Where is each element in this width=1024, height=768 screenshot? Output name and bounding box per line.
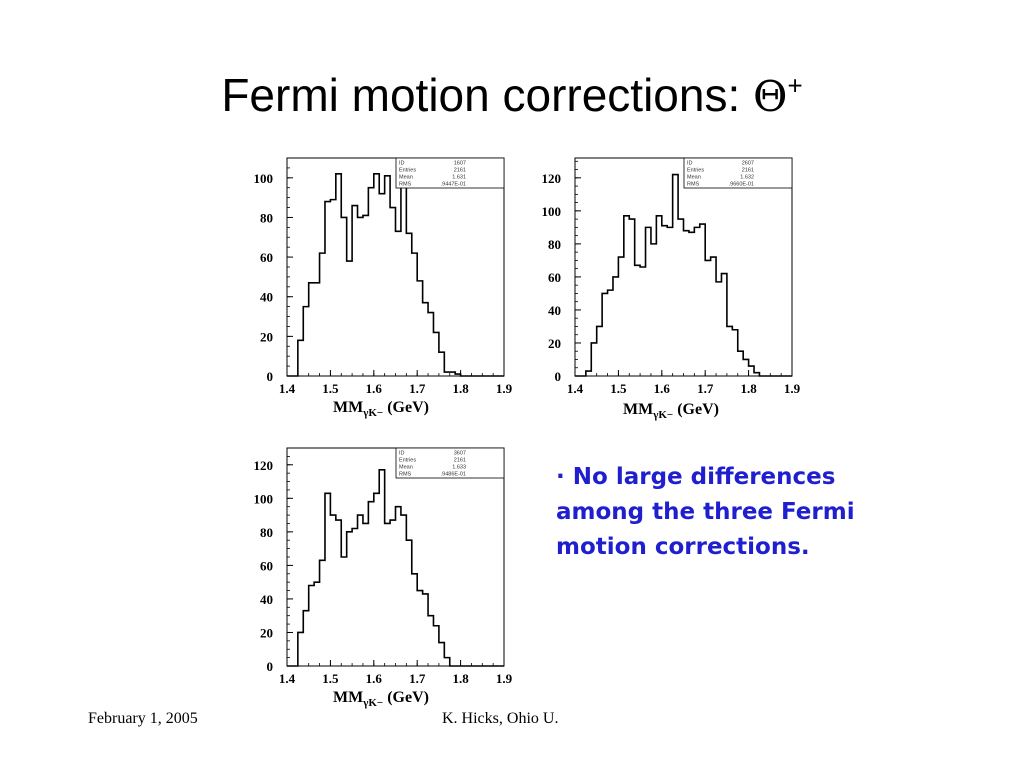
y-tick-label: 20 [260, 329, 273, 344]
stats-label: ID [687, 161, 693, 167]
x-tick-label: 1.9 [496, 671, 513, 686]
y-tick-label: 80 [548, 237, 561, 252]
x-tick-label: 1.8 [740, 381, 757, 396]
footer-author: K. Hicks, Ohio U. [442, 710, 559, 727]
x-tick-label: 1.7 [697, 381, 714, 396]
x-tick-label: 1.9 [784, 381, 801, 396]
y-tick-label: 40 [260, 290, 273, 305]
histogram-top-left: 1.4 1.5 1.6 1.7 1.8 1.9 0 20 40 60 80 100 ID 1607 Entr… [254, 157, 513, 396]
histogram-bottom-left: 1.4 1.5 1.6 1.7 1.8 1.9 0 20 40 60 80 100 120 ID 3607 E… [254, 447, 513, 686]
bullet-point: · No large differences among the three F… [556, 460, 896, 565]
y-tick-label: 120 [542, 171, 562, 186]
stats-value: 1607 [454, 161, 466, 167]
x-tick-label: 1.4 [279, 381, 296, 396]
x-tick-label: 1.7 [409, 671, 426, 686]
y-tick-label: 20 [548, 336, 561, 351]
stats-box [683, 157, 793, 189]
x-tick-label: 1.9 [496, 381, 513, 396]
histogram-line [287, 173, 504, 377]
stats-value: 2161 [454, 458, 466, 464]
y-tick-label: 0 [267, 369, 274, 384]
histogram-line [575, 173, 792, 377]
plot-frame [286, 447, 505, 667]
y-tick-label: 100 [542, 204, 562, 219]
stats-value: 2607 [742, 161, 754, 167]
y-tick-label: 100 [254, 171, 274, 186]
stats-label: RMS [399, 182, 412, 188]
title-text: Fermi motion corrections: [221, 69, 754, 121]
stats-value: .9486E-01 [441, 472, 466, 478]
y-tick-label: 80 [260, 210, 273, 225]
y-tick-label: 0 [267, 659, 274, 674]
stats-box [395, 157, 505, 189]
y-tick-label: 60 [260, 250, 273, 265]
stats-value: .9660E-01 [729, 182, 754, 188]
y-tick-label: 20 [260, 625, 273, 640]
stats-label: Entries [399, 168, 416, 174]
y-tick-label: 60 [260, 558, 273, 573]
y-tick-label: 40 [548, 303, 561, 318]
stats-label: RMS [399, 472, 412, 478]
histogram-line [287, 469, 504, 667]
stats-value: 2161 [742, 168, 754, 174]
stats-label: Mean [687, 175, 701, 181]
slide-title: Fermi motion corrections: Θ+ [0, 68, 1024, 122]
footer-date: February 1, 2005 [88, 710, 198, 727]
x-tick-label: 1.6 [654, 381, 671, 396]
stats-value: 1.631 [452, 175, 466, 181]
x-tick-label: 1.7 [409, 381, 426, 396]
histogram-top-right: 1.4 1.5 1.6 1.7 1.8 1.9 0 20 40 60 80 100 120 ID 2607 E… [542, 157, 801, 396]
x-tick-label: 1.5 [322, 381, 339, 396]
x-tick-label: 1.5 [322, 671, 339, 686]
stats-value: .9447E-01 [441, 182, 466, 188]
y-tick-label: 40 [260, 592, 273, 607]
bullet-text: No large differences among the three Fer… [556, 464, 855, 560]
stats-label: Entries [687, 168, 704, 174]
stats-label: RMS [687, 182, 700, 188]
theta-symbol: Θ [753, 72, 788, 121]
x-tick-label: 1.4 [567, 381, 584, 396]
stats-label: ID [399, 451, 405, 457]
stats-value: 2161 [454, 168, 466, 174]
y-tick-label: 120 [254, 458, 274, 473]
y-tick-label: 60 [548, 270, 561, 285]
x-tick-label: 1.8 [452, 381, 469, 396]
stats-value: 3607 [454, 451, 466, 457]
plot-frame [574, 157, 793, 377]
x-tick-label: 1.4 [279, 671, 296, 686]
bullet-marker: · [556, 464, 565, 490]
y-tick-label: 0 [555, 369, 562, 384]
title-superscript: + [787, 70, 803, 101]
stats-label: Mean [399, 465, 413, 471]
x-tick-label: 1.8 [452, 671, 469, 686]
x-axis-label-1: MMγK− (GeV) [623, 401, 719, 421]
stats-box [395, 447, 505, 479]
x-axis-label-2: MMγK− (GeV) [333, 689, 429, 709]
stats-value: 1.633 [452, 465, 466, 471]
x-tick-label: 1.5 [610, 381, 627, 396]
stats-label: Mean [399, 175, 413, 181]
x-tick-label: 1.6 [366, 381, 383, 396]
stats-label: Entries [399, 458, 416, 464]
y-tick-label: 100 [254, 491, 274, 506]
x-tick-label: 1.6 [366, 671, 383, 686]
stats-value: 1.632 [740, 175, 754, 181]
y-tick-label: 80 [260, 525, 273, 540]
x-axis-label-0: MMγK− (GeV) [333, 399, 429, 419]
stats-label: ID [399, 161, 405, 167]
